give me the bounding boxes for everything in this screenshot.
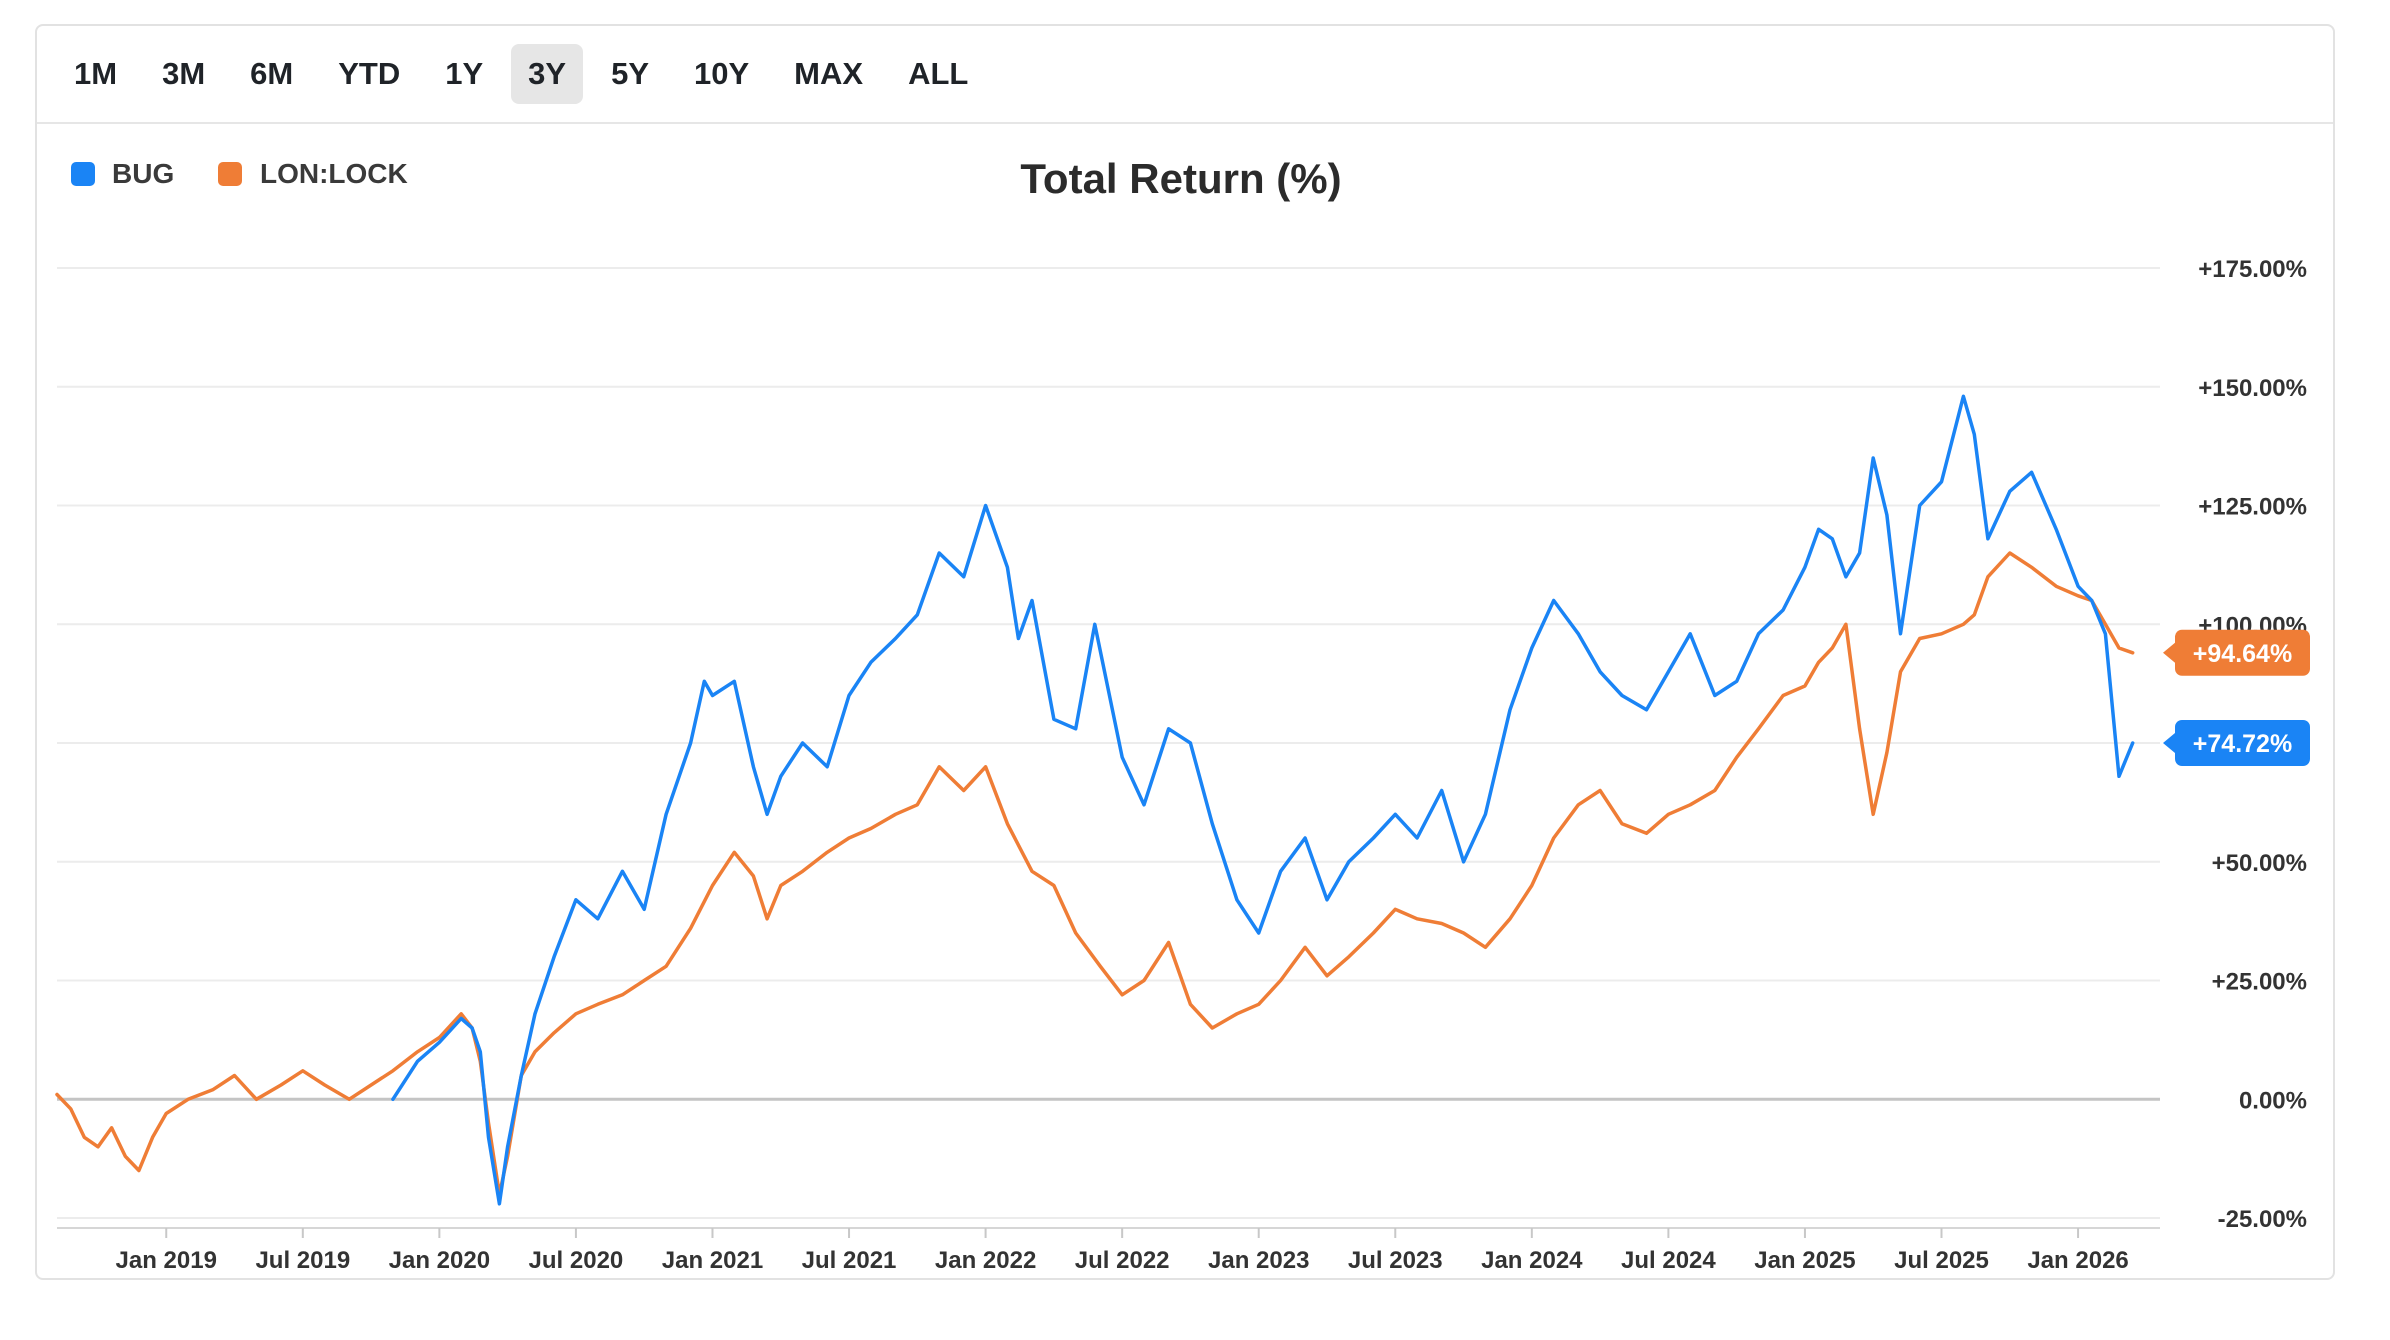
time-range-selector: 1M 3M 6M YTD 1Y 3Y 5Y 10Y MAX ALL: [37, 26, 2333, 124]
x-tick-label: Jan 2023: [1208, 1247, 1309, 1274]
x-tick-label: Jan 2024: [1481, 1247, 1583, 1274]
series-line-bug[interactable]: [391, 394, 2135, 1206]
range-button-3m[interactable]: 3M: [162, 56, 206, 91]
legend-label-bug[interactable]: BUG: [112, 158, 174, 189]
badge-pointer: [2163, 733, 2175, 753]
x-tick-label: Jul 2019: [255, 1247, 350, 1274]
last-value-badge-bug: +74.72%: [2163, 720, 2310, 766]
range-button-3y[interactable]: 3Y: [511, 44, 584, 104]
y-tick-label: -25.00%: [2218, 1206, 2307, 1233]
legend-label-lock[interactable]: LON:LOCK: [260, 158, 408, 189]
x-tick-label: Jan 2025: [1754, 1247, 1855, 1274]
x-tick-label: Jul 2024: [1621, 1247, 1716, 1274]
badge-label: +74.72%: [2193, 730, 2292, 758]
legend-swatch-bug: [71, 162, 95, 186]
badge-background: [2175, 720, 2310, 766]
range-button-5y[interactable]: 5Y: [611, 56, 649, 91]
x-tick-label: Jan 2019: [116, 1247, 217, 1274]
range-button-ytd[interactable]: YTD: [338, 56, 401, 91]
y-tick-label: +50.00%: [2212, 850, 2307, 877]
badge-label: +94.64%: [2193, 640, 2292, 668]
x-tick-label: Jul 2021: [802, 1247, 897, 1274]
badge-background: [2175, 629, 2310, 676]
y-tick-label: +150.00%: [2198, 375, 2307, 402]
range-button-max[interactable]: MAX: [794, 56, 864, 91]
y-tick-label: 0.00%: [2239, 1087, 2307, 1114]
range-button-10y[interactable]: 10Y: [694, 56, 750, 91]
chart-title: Total Return (%): [1020, 155, 1341, 202]
x-tick-label: Jul 2020: [529, 1247, 624, 1274]
x-tick-label: Jul 2025: [1894, 1247, 1989, 1274]
last-value-badge-lon-lock: +94.64%: [2163, 629, 2310, 676]
chart-card: 1M 3M 6M YTD 1Y 3Y 5Y 10Y MAX ALL: [35, 24, 2335, 1280]
range-button-1m[interactable]: 1M: [74, 56, 118, 91]
y-tick-label: +25.00%: [2212, 969, 2307, 996]
badge-pointer: [2163, 642, 2175, 663]
x-tick-label: Jul 2022: [1075, 1247, 1170, 1274]
x-tick-label: Jan 2022: [935, 1247, 1036, 1274]
x-tick-label: Jan 2026: [2027, 1247, 2128, 1274]
x-tick-label: Jan 2020: [389, 1247, 490, 1274]
range-button-all[interactable]: ALL: [908, 56, 969, 91]
series-line-lon-lock[interactable]: [55, 551, 2135, 1197]
y-tick-label: +125.00%: [2198, 494, 2307, 521]
legend-swatch-lock: [218, 162, 242, 186]
range-button-1y[interactable]: 1Y: [445, 56, 484, 91]
range-button-6m[interactable]: 6M: [250, 56, 294, 91]
y-tick-label: +175.00%: [2198, 256, 2307, 283]
x-tick-label: Jan 2021: [662, 1247, 763, 1274]
x-tick-label: Jul 2023: [1348, 1247, 1443, 1274]
